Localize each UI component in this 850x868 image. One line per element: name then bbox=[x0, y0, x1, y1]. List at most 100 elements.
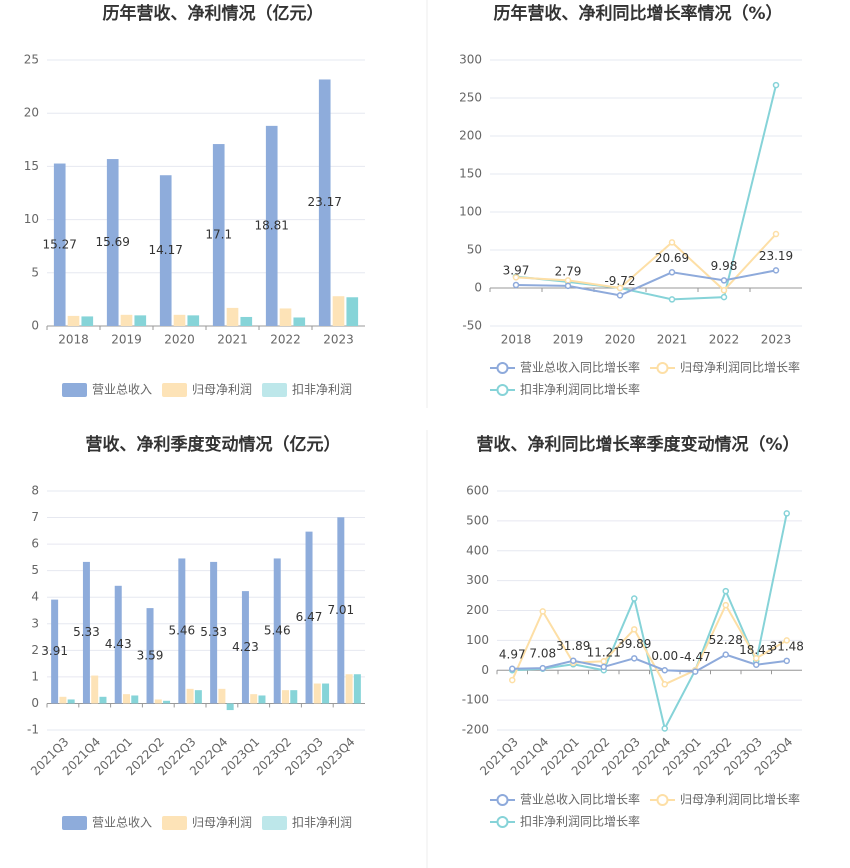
y-tick-label: 8 bbox=[31, 484, 39, 498]
point bbox=[512, 281, 520, 289]
point bbox=[783, 637, 790, 644]
y-tick-label: 200 bbox=[459, 129, 482, 143]
point bbox=[668, 239, 676, 246]
y-tick-label: 500 bbox=[466, 513, 489, 527]
y-tick-label: -200 bbox=[462, 723, 489, 737]
point bbox=[720, 293, 728, 301]
point bbox=[570, 657, 577, 664]
line bbox=[512, 653, 787, 673]
bar bbox=[279, 308, 292, 326]
data-label: 18.81 bbox=[255, 218, 289, 232]
point bbox=[564, 277, 572, 284]
point bbox=[661, 725, 668, 732]
y-tick-label: -100 bbox=[462, 693, 489, 707]
point bbox=[539, 664, 546, 672]
bar bbox=[159, 175, 172, 326]
data-label: 14.17 bbox=[149, 243, 183, 257]
data-label: 5.33 bbox=[200, 625, 227, 639]
data-label: 52.28 bbox=[709, 633, 743, 647]
point bbox=[753, 661, 760, 668]
data-label: 15.27 bbox=[43, 237, 77, 251]
bar bbox=[154, 699, 162, 704]
legend-item: 扣非净利润 bbox=[262, 816, 352, 830]
point bbox=[509, 676, 516, 684]
data-label: -9.72 bbox=[604, 274, 635, 288]
bar bbox=[114, 585, 122, 704]
point bbox=[720, 277, 728, 284]
legend-item: 营业总收入同比增长率 bbox=[490, 360, 640, 375]
legend-marker bbox=[656, 794, 669, 806]
chart-title: 营收、净利同比增长率季度变动情况（%） bbox=[476, 434, 799, 455]
legend-item: 扣非净利润同比增长率 bbox=[490, 814, 640, 829]
bar bbox=[178, 558, 186, 704]
legend-item: 归母净利润同比增长率 bbox=[650, 360, 800, 375]
point bbox=[600, 658, 607, 665]
y-tick-label: 300 bbox=[459, 53, 482, 67]
y-tick-label: 1 bbox=[31, 669, 39, 683]
bar bbox=[146, 608, 154, 704]
legend-label: 营业总收入同比增长率 bbox=[520, 792, 640, 807]
point bbox=[616, 284, 624, 292]
legend-label: 归母净利润同比增长率 bbox=[680, 792, 800, 807]
point bbox=[722, 601, 729, 609]
bar bbox=[123, 694, 130, 704]
legend-label: 扣非净利润同比增长率 bbox=[520, 814, 640, 829]
data-label: 5.46 bbox=[264, 623, 291, 637]
bar bbox=[273, 558, 281, 704]
y-tick-label: 600 bbox=[466, 484, 489, 498]
line bbox=[512, 513, 788, 732]
data-label: -4.47 bbox=[680, 650, 711, 664]
bar bbox=[194, 690, 202, 704]
bar bbox=[106, 159, 119, 326]
legend-marker bbox=[656, 362, 669, 374]
line bbox=[515, 84, 777, 301]
legend-item: 归母净利润同比增长率 bbox=[650, 792, 800, 807]
point bbox=[539, 608, 546, 615]
legend-label: 营业总收入同比增长率 bbox=[520, 360, 640, 375]
point bbox=[783, 510, 790, 517]
bar bbox=[186, 688, 194, 704]
bar bbox=[53, 163, 66, 326]
data-label: 3.91 bbox=[41, 644, 68, 658]
data-label: 3.59 bbox=[137, 648, 164, 662]
legend-label: 归母净利润同比增长率 bbox=[680, 360, 800, 375]
data-label: 31.89 bbox=[556, 639, 590, 653]
data-label: 2.79 bbox=[555, 264, 582, 278]
legend-label: 扣非净利润同比增长率 bbox=[520, 382, 640, 397]
y-tick-label: 250 bbox=[459, 91, 482, 105]
point bbox=[783, 657, 790, 665]
legend-marker bbox=[496, 816, 509, 828]
legend-item: 归母净利润 bbox=[162, 816, 252, 830]
data-label: 9.98 bbox=[711, 259, 738, 273]
data-label: 23.19 bbox=[759, 249, 793, 263]
bar bbox=[210, 561, 218, 704]
x-tick-label: 2022 bbox=[709, 333, 740, 347]
bar bbox=[173, 314, 186, 326]
y-tick-label: 50 bbox=[467, 243, 482, 257]
x-tick-label: 2020 bbox=[605, 333, 636, 347]
legend-item: 营业总收入同比增长率 bbox=[490, 792, 640, 807]
bar bbox=[226, 703, 234, 711]
chart-title: 营收、净利季度变动情况（亿元） bbox=[86, 434, 341, 455]
point bbox=[722, 651, 729, 658]
legend-label: 营业总收入 bbox=[92, 383, 152, 397]
data-label: 7.08 bbox=[529, 647, 556, 661]
bar bbox=[218, 688, 226, 704]
bar bbox=[258, 695, 266, 704]
bar bbox=[120, 314, 133, 326]
point bbox=[631, 626, 638, 633]
y-tick-label: 0 bbox=[31, 319, 39, 333]
point bbox=[600, 663, 607, 671]
data-label: 5.46 bbox=[168, 623, 195, 637]
point bbox=[772, 81, 780, 89]
y-tick-label: 2 bbox=[31, 643, 39, 657]
point bbox=[616, 292, 624, 299]
data-label: 4.23 bbox=[232, 640, 259, 654]
point bbox=[512, 274, 520, 281]
data-label: 11.21 bbox=[587, 645, 621, 659]
legend-swatch bbox=[62, 816, 87, 830]
y-tick-label: 150 bbox=[459, 167, 482, 181]
x-tick-label: 2018 bbox=[58, 333, 89, 347]
point bbox=[564, 282, 572, 290]
bar bbox=[81, 316, 94, 326]
